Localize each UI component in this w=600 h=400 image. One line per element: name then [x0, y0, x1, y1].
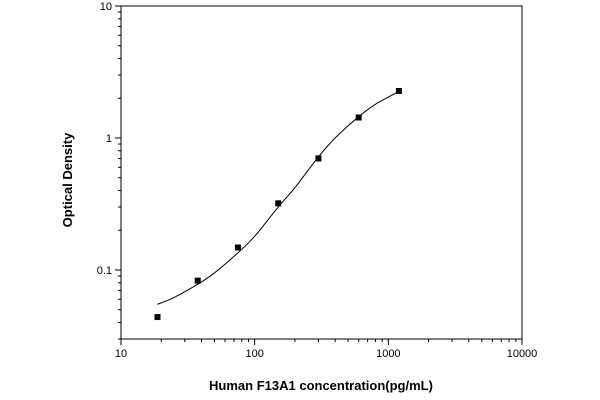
plot-border: [120, 5, 523, 340]
x-tick-label: 1000: [376, 348, 400, 360]
data-point: [275, 200, 282, 207]
y-tick-label: 0.1: [97, 265, 112, 277]
x-tick-label: 100: [245, 348, 263, 360]
fit-curve-layer: [157, 91, 400, 305]
data-point: [154, 314, 161, 321]
y-tick-label: 10: [100, 1, 112, 13]
x-tick-label: 10: [115, 348, 127, 360]
data-point: [194, 277, 201, 284]
data-point: [315, 155, 322, 162]
x-tick-label: 10000: [507, 348, 538, 360]
y-axis-ticks: 0.1 1 10: [97, 1, 121, 340]
data-point: [395, 87, 402, 94]
data-point: [355, 114, 362, 121]
data-points-layer: [154, 87, 402, 321]
y-axis-title: Optical Density: [60, 132, 75, 227]
x-axis-ticks: 10 100 1000 10000: [115, 339, 537, 360]
y-tick-label: 1: [106, 133, 112, 145]
plot-frame: [120, 5, 523, 340]
data-point: [234, 244, 241, 251]
x-axis-title: Human F13A1 concentration(pg/mL): [209, 378, 433, 393]
fit-curve: [157, 91, 400, 305]
